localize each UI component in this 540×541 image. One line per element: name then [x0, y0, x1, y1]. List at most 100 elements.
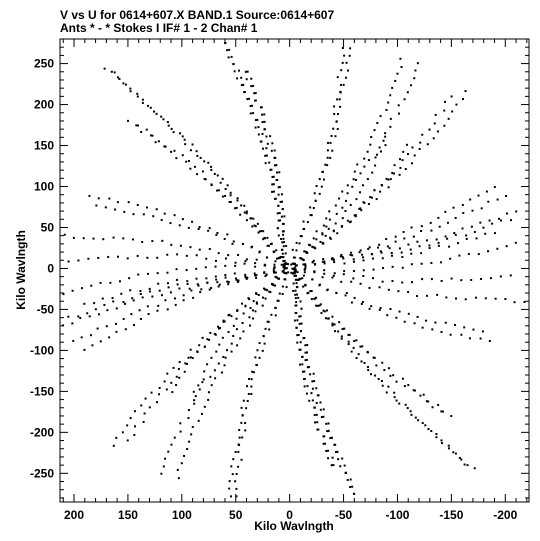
uv-point: [393, 164, 396, 167]
uv-point: [261, 349, 264, 352]
uv-point: [234, 207, 237, 210]
uv-point: [345, 292, 348, 295]
uv-point: [473, 230, 476, 233]
uv-point: [285, 244, 288, 247]
uv-point: [215, 233, 218, 236]
uv-point: [327, 422, 330, 425]
uv-point: [298, 315, 301, 318]
uv-point: [396, 72, 399, 75]
uv-point: [299, 235, 302, 238]
uv-point: [357, 353, 360, 356]
uv-point: [315, 401, 318, 404]
uv-point: [230, 315, 233, 318]
uv-point: [401, 281, 404, 284]
uv-point: [405, 143, 408, 146]
uv-point: [245, 219, 248, 222]
uv-point: [177, 367, 180, 370]
uv-point: [335, 451, 338, 454]
uv-point: [334, 204, 337, 207]
uv-point: [407, 243, 410, 246]
uv-point: [218, 327, 221, 330]
uv-point: [224, 42, 227, 45]
uv-point: [410, 413, 413, 416]
uv-point: [198, 344, 201, 347]
uv-point: [378, 146, 381, 149]
uv-point: [171, 391, 174, 394]
uv-point: [491, 222, 494, 225]
uv-point: [300, 307, 303, 310]
uv-point: [281, 208, 284, 211]
uv-point: [244, 260, 247, 263]
uv-point: [269, 291, 272, 294]
uv-point: [382, 139, 385, 142]
uv-point: [258, 356, 261, 359]
uv-point: [403, 237, 406, 240]
uv-point: [312, 259, 315, 262]
uv-point: [315, 238, 318, 241]
uv-point: [214, 275, 217, 278]
uv-point: [129, 289, 132, 292]
uv-point: [236, 280, 239, 283]
uv-point: [295, 286, 298, 289]
uv-point: [191, 425, 194, 428]
uv-point: [359, 282, 362, 285]
uv-point: [366, 178, 369, 181]
uv-point: [124, 328, 127, 331]
uv-point: [246, 98, 249, 101]
uv-point: [515, 210, 518, 213]
uv-point: [263, 120, 266, 123]
uv-point: [247, 297, 250, 300]
uv-point: [487, 200, 490, 203]
uv-point: [464, 90, 467, 93]
uv-point: [414, 69, 417, 72]
uv-point: [312, 246, 315, 249]
uv-point: [169, 222, 172, 225]
uv-point: [223, 320, 226, 323]
uv-point: [398, 173, 401, 176]
uv-point: [372, 268, 375, 271]
uv-point: [166, 372, 169, 375]
uv-point: [360, 360, 363, 363]
uv-point: [463, 463, 466, 466]
uv-point: [504, 298, 507, 301]
uv-point: [375, 153, 378, 156]
uv-point: [265, 273, 268, 276]
uv-point: [304, 264, 307, 267]
uv-point: [375, 198, 378, 201]
uv-point: [301, 370, 304, 373]
uv-point: [240, 406, 243, 409]
uv-point: [278, 186, 281, 189]
uv-point: [249, 112, 252, 115]
uv-point: [436, 293, 439, 296]
uv-point: [276, 212, 279, 215]
uv-point: [328, 218, 331, 221]
uv-point: [295, 264, 298, 267]
uv-point: [402, 231, 405, 234]
uv-point: [338, 197, 341, 200]
uv-point: [466, 464, 469, 467]
uv-point: [313, 192, 316, 195]
uv-point: [281, 270, 284, 273]
uv-point: [420, 230, 423, 233]
uv-point: [351, 254, 354, 257]
uv-point: [443, 100, 446, 103]
uv-point: [299, 300, 302, 303]
uv-point: [362, 259, 365, 262]
uv-point: [127, 119, 130, 122]
uv-point: [227, 281, 230, 284]
uv-point: [318, 178, 321, 181]
uv-point: [457, 242, 460, 245]
uv-point: [206, 338, 209, 341]
uv-point: [325, 422, 328, 425]
uv-point: [304, 351, 307, 354]
uv-point: [304, 263, 307, 266]
uv-point: [410, 226, 413, 229]
uv-point: [233, 70, 236, 73]
uv-point: [442, 410, 445, 413]
uv-point: [273, 263, 276, 266]
uv-point: [310, 392, 313, 395]
uv-point: [306, 385, 309, 388]
uv-point: [331, 324, 334, 327]
uv-point: [391, 280, 394, 283]
uv-point: [437, 241, 440, 244]
